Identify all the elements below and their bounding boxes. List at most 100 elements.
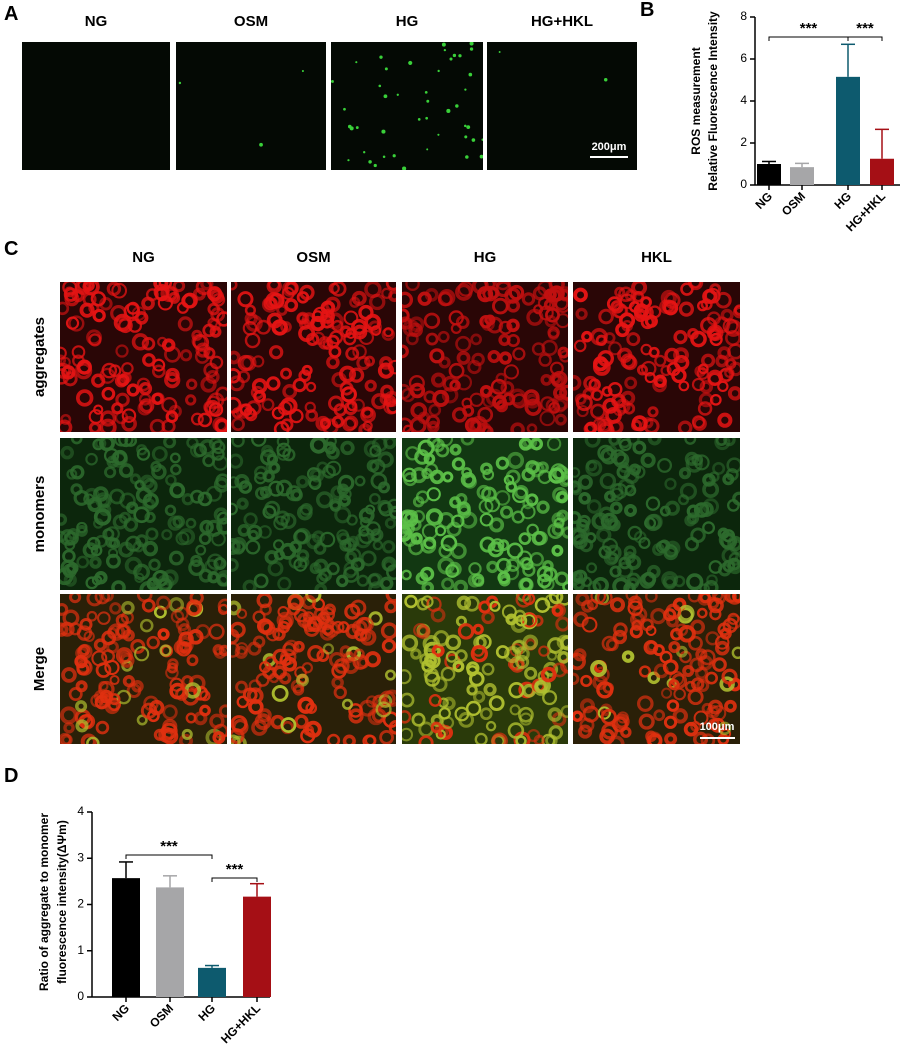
image-spot (378, 84, 382, 88)
image-spot (424, 90, 428, 94)
image-cell (431, 644, 445, 658)
image-cell (705, 631, 720, 646)
image-cell (261, 398, 275, 412)
image-cell (281, 286, 295, 300)
image-cell (431, 676, 448, 693)
x-tick-label: OSM (147, 1001, 176, 1030)
image-cell (677, 420, 693, 432)
image-cell (547, 326, 560, 339)
image-cell (115, 392, 130, 408)
image-cell (102, 528, 115, 541)
image-cell (348, 367, 365, 383)
image-cell (675, 623, 689, 637)
image-cell (404, 594, 418, 609)
image-cell (511, 510, 525, 524)
image-background (487, 42, 637, 170)
image-cell (231, 350, 241, 365)
image-cell (231, 540, 246, 555)
image-cell (76, 625, 93, 641)
image-cell (280, 367, 292, 380)
image-cell (476, 484, 492, 500)
image-cell (690, 720, 701, 732)
image-cell (231, 476, 240, 489)
image-cell (487, 286, 500, 300)
image-cell (625, 554, 642, 570)
image-cell (348, 703, 363, 718)
image-cell (609, 501, 623, 515)
image-cell (236, 497, 249, 510)
image-cell (134, 572, 145, 583)
image-cell (367, 573, 381, 587)
image-cell (469, 392, 484, 407)
image-cell (85, 452, 98, 466)
image-cell (666, 699, 680, 712)
image-cell (573, 374, 582, 391)
image-spot (417, 118, 421, 121)
panel-label: D (4, 765, 18, 787)
image-cell (402, 710, 412, 724)
image-cell (528, 461, 545, 478)
image-cell (366, 459, 380, 473)
image-cell (719, 676, 735, 692)
image-cell (344, 603, 361, 620)
image-cell (402, 526, 409, 539)
image-cell (292, 377, 307, 393)
image-cell (620, 390, 636, 406)
image-cell (251, 378, 268, 394)
image-cell (598, 506, 615, 523)
image-cell (231, 600, 242, 616)
image-cell (445, 650, 458, 663)
image-cell (606, 552, 619, 565)
image-cell (402, 467, 417, 483)
image-cell (287, 594, 304, 611)
image-cell (557, 346, 568, 359)
image-cell (719, 627, 732, 640)
image-cell (411, 712, 426, 727)
image-cell (296, 475, 310, 489)
image-spot (379, 55, 383, 59)
image-cell (554, 413, 567, 426)
image-cell (522, 498, 534, 510)
image-cell (315, 491, 334, 509)
image-cell (596, 527, 612, 543)
image-cell (696, 607, 708, 619)
image-cell (560, 705, 568, 719)
image-cell (402, 532, 418, 547)
image-cell (725, 329, 740, 346)
image-cell (554, 297, 568, 313)
image-cell (484, 314, 496, 326)
significance-bracket (125, 854, 213, 859)
image-cell (599, 472, 617, 490)
image-cell (384, 517, 396, 529)
image-cell (690, 527, 706, 543)
image-cell (709, 393, 722, 406)
image-cell (591, 389, 603, 401)
image-cell (99, 296, 113, 311)
micrograph (402, 282, 568, 432)
image-cell (548, 285, 565, 302)
image-cell (60, 621, 75, 637)
image-cell (573, 483, 583, 496)
image-cell (71, 345, 86, 359)
image-cell (175, 687, 189, 701)
image-cell (188, 559, 205, 577)
image-cell (101, 386, 116, 401)
image-cell (664, 347, 680, 363)
image-cell (640, 315, 655, 330)
image-cell (440, 666, 456, 682)
x-tick-label: OSM (779, 189, 808, 218)
image-cell (350, 557, 365, 572)
image-cell (477, 286, 494, 303)
image-cell (551, 603, 566, 618)
image-cell (596, 681, 614, 699)
image-cell (117, 318, 133, 334)
image-cell (60, 419, 73, 432)
image-cell (338, 494, 351, 507)
image-cell (126, 383, 140, 397)
image-spot (331, 79, 334, 83)
image-spot (355, 61, 358, 64)
image-cell (709, 283, 722, 296)
image-cell (515, 594, 532, 608)
image-cell (708, 560, 723, 574)
image-cell (170, 609, 185, 624)
